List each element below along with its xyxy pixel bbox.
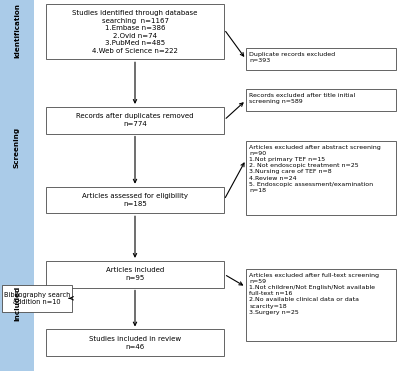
Text: Duplicate records excluded
n=393: Duplicate records excluded n=393 (249, 52, 335, 63)
Bar (0, 60, 34, 236)
Bar (0, 236, 34, 371)
Text: Studies included in review
n=46: Studies included in review n=46 (89, 336, 181, 349)
FancyBboxPatch shape (246, 141, 396, 215)
FancyBboxPatch shape (46, 187, 224, 213)
Text: Articles assessed for eligibility
n=185: Articles assessed for eligibility n=185 (82, 193, 188, 207)
FancyBboxPatch shape (46, 4, 224, 59)
Text: Identification: Identification (14, 3, 20, 58)
Text: Records after duplicates removed
n=774: Records after duplicates removed n=774 (76, 114, 194, 127)
Text: Studies identified through database
searching  n=1167
1.Embase n=386
2.Ovid n=74: Studies identified through database sear… (72, 10, 198, 54)
Bar (0, 0, 34, 60)
FancyBboxPatch shape (246, 48, 396, 70)
FancyBboxPatch shape (246, 269, 396, 341)
FancyBboxPatch shape (2, 285, 72, 312)
FancyBboxPatch shape (246, 89, 396, 111)
Text: Screening: Screening (14, 127, 20, 168)
Text: Bibliography search
addition n=10: Bibliography search addition n=10 (4, 292, 70, 305)
FancyBboxPatch shape (46, 107, 224, 134)
FancyBboxPatch shape (46, 329, 224, 356)
Text: Articles excluded after abstract screening
n=90
1.Not primary TEF n=15
2. Not en: Articles excluded after abstract screeni… (249, 145, 381, 193)
Text: Articles included
n=95: Articles included n=95 (106, 267, 164, 281)
FancyBboxPatch shape (46, 261, 224, 288)
Text: Included: Included (14, 286, 20, 321)
Text: Articles excluded after full-text screening
n=59
1.Not children/Not English/Not : Articles excluded after full-text screen… (249, 273, 379, 315)
Text: Records excluded after title initial
screening n=589: Records excluded after title initial scr… (249, 93, 355, 104)
